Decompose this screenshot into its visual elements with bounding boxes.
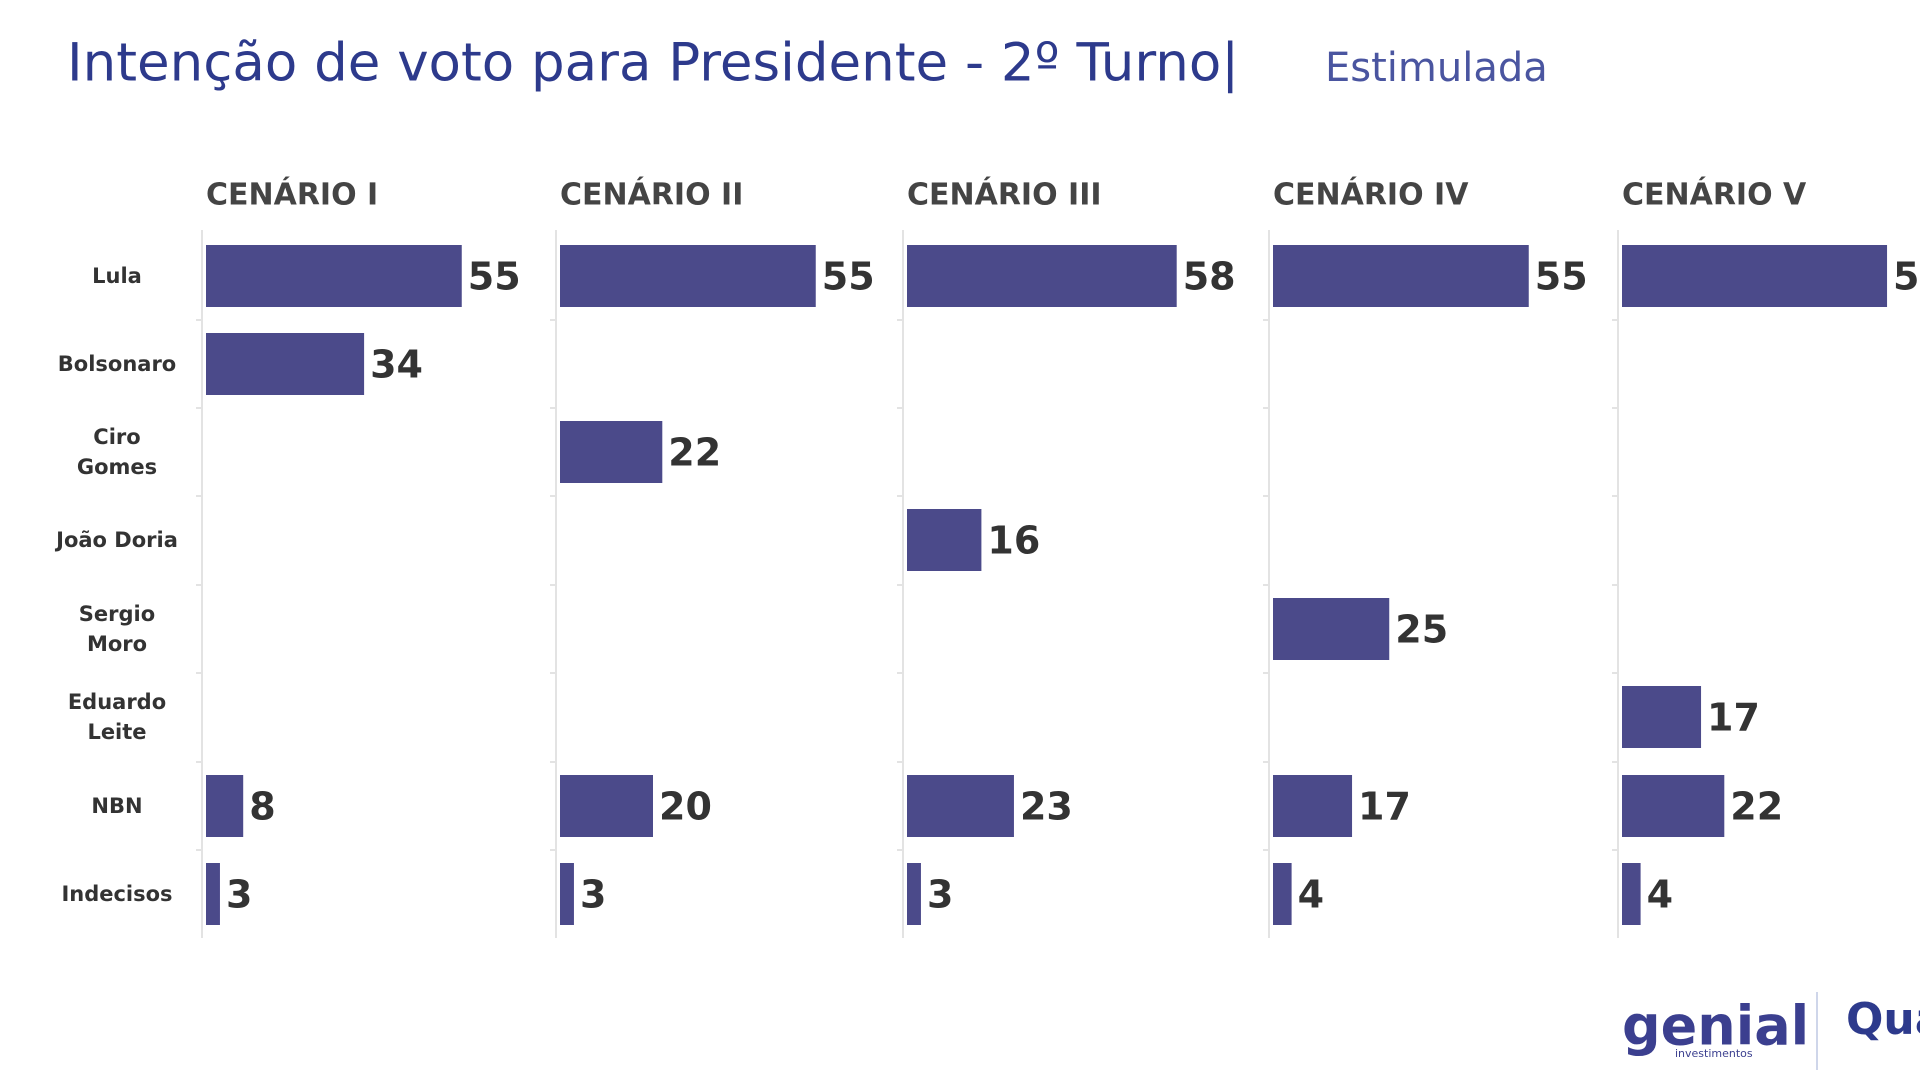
bar bbox=[907, 245, 1177, 307]
value-label: 22 bbox=[668, 431, 721, 475]
value-label: 17 bbox=[1358, 785, 1411, 829]
value-label: 3 bbox=[226, 873, 252, 917]
bar bbox=[560, 863, 574, 925]
value-label: 17 bbox=[1707, 696, 1760, 740]
bar bbox=[1273, 245, 1529, 307]
value-label: 55 bbox=[1535, 255, 1588, 299]
category-label: Eduardo Leite bbox=[67, 690, 167, 744]
bar bbox=[907, 509, 982, 571]
bar bbox=[1622, 686, 1702, 748]
bar bbox=[206, 863, 220, 925]
value-label: 3 bbox=[580, 873, 606, 917]
bar bbox=[1273, 863, 1292, 925]
value-label: 3 bbox=[927, 873, 953, 917]
bar bbox=[1622, 863, 1641, 925]
panel-title: CENÁRIO IV bbox=[1273, 177, 1469, 213]
value-label: 4 bbox=[1298, 873, 1324, 917]
value-label: 4 bbox=[1647, 873, 1673, 917]
bar bbox=[907, 863, 921, 925]
category-label: João Doria bbox=[56, 528, 178, 552]
bar bbox=[206, 333, 365, 395]
value-label: 20 bbox=[659, 785, 712, 829]
value-label: 58 bbox=[1183, 255, 1236, 299]
value-label: 16 bbox=[987, 519, 1040, 563]
value-label: 57 bbox=[1893, 255, 1920, 299]
bar bbox=[560, 421, 663, 483]
bar bbox=[1622, 775, 1725, 837]
value-label: 25 bbox=[1395, 608, 1448, 652]
category-label: Bolsonaro bbox=[57, 352, 177, 376]
bar bbox=[1273, 775, 1353, 837]
bar bbox=[560, 775, 653, 837]
subtitle: Estimulada bbox=[1325, 45, 1548, 91]
panel-title: CENÁRIO II bbox=[560, 177, 743, 213]
bar bbox=[206, 245, 462, 307]
logo-quaest: Qua bbox=[1846, 994, 1920, 1045]
category-label: Indecisos bbox=[61, 882, 173, 906]
category-label: NBN bbox=[91, 794, 143, 818]
bar bbox=[560, 245, 816, 307]
value-label: 22 bbox=[1730, 785, 1783, 829]
bar bbox=[907, 775, 1014, 837]
logo-genial-sub: investimentos bbox=[1675, 1047, 1753, 1060]
panel-title: CENÁRIO I bbox=[206, 177, 378, 213]
logo-genial: genial bbox=[1622, 995, 1809, 1058]
bar bbox=[206, 775, 244, 837]
value-label: 34 bbox=[370, 343, 423, 387]
title: Intenção de voto para Presidente - 2º Tu… bbox=[67, 33, 1239, 94]
category-label: Lula bbox=[92, 264, 142, 288]
category-label: Ciro Gomes bbox=[76, 425, 158, 479]
panel-title: CENÁRIO III bbox=[907, 177, 1102, 213]
value-label: 23 bbox=[1020, 785, 1073, 829]
value-label: 8 bbox=[249, 785, 275, 829]
panel-title: CENÁRIO V bbox=[1622, 177, 1807, 213]
bar bbox=[1273, 598, 1390, 660]
category-label: Sergio Moro bbox=[78, 602, 156, 656]
value-label: 55 bbox=[822, 255, 875, 299]
value-label: 55 bbox=[468, 255, 521, 299]
bar bbox=[1622, 245, 1888, 307]
